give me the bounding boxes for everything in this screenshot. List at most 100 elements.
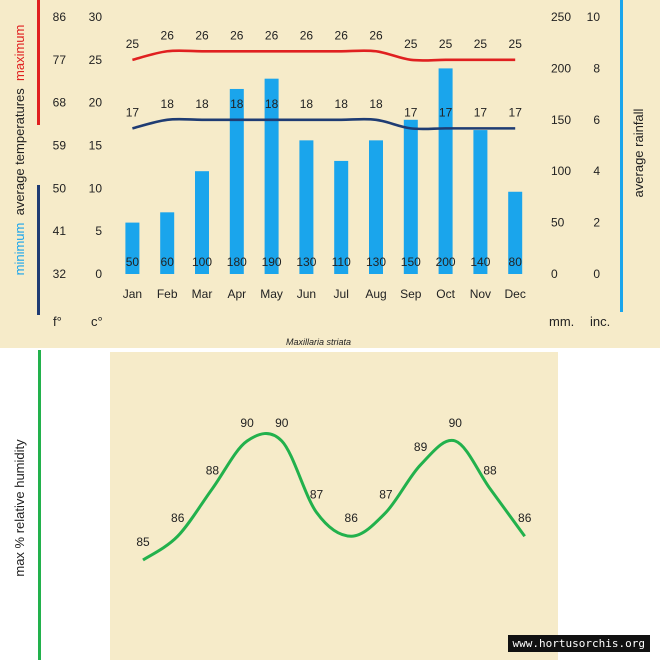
- humidity-value-label: 88: [206, 464, 220, 478]
- minimum-temperature-line: [132, 117, 516, 131]
- month-label: Jun: [297, 287, 316, 301]
- celsius-tick: 30: [89, 10, 103, 24]
- minimum-value-label: 18: [265, 97, 279, 111]
- humidity-value-label: 87: [310, 487, 324, 501]
- rainfall-bar: [438, 68, 453, 275]
- humidity-value-label: 87: [379, 487, 393, 501]
- inch-tick: 6: [593, 113, 600, 127]
- rainfall-bar: [160, 212, 175, 274]
- fahrenheit-tick: 86: [53, 10, 67, 24]
- humidity-line: [142, 432, 526, 562]
- minimum-value-label: 18: [195, 97, 209, 111]
- fahrenheit-tick: 68: [53, 96, 67, 110]
- celsius-unit-label: c°: [91, 314, 103, 329]
- month-label: Jan: [123, 287, 142, 301]
- mm-tick: 0: [551, 267, 558, 281]
- minimum-value-label: 17: [474, 105, 488, 119]
- humidity-value-label: 86: [345, 511, 359, 525]
- month-label: Aug: [365, 287, 386, 301]
- rainfall-bar: [508, 191, 523, 274]
- rainfall-value-label: 50: [126, 255, 140, 269]
- month-label: Mar: [192, 287, 213, 301]
- celsius-tick: 25: [89, 53, 103, 67]
- maximum-value-label: 26: [265, 28, 279, 42]
- rainfall-value-label: 140: [470, 255, 490, 269]
- maximum-value-label: 25: [404, 37, 418, 51]
- inch-tick: 8: [593, 61, 600, 75]
- mm-unit-label: mm.: [549, 314, 575, 329]
- rainfall-bar: [403, 119, 418, 274]
- maximum-value-label: 26: [230, 28, 244, 42]
- mm-tick: 250: [551, 10, 571, 24]
- species-caption: Maxillaria striata: [286, 337, 352, 347]
- mm-tick: 100: [551, 164, 571, 178]
- climate-chart: 3241505968778605101520253005010015020025…: [53, 10, 601, 301]
- rainfall-bar: [125, 222, 140, 274]
- mm-tick: 50: [551, 216, 565, 230]
- rainfall-indicator-bar: [620, 0, 623, 312]
- rainfall-value-label: 130: [296, 255, 316, 269]
- maximum-value-label: 25: [439, 37, 453, 51]
- minimum-value-label: 18: [161, 97, 175, 111]
- inch-unit-label: inc.: [590, 314, 611, 329]
- celsius-tick: 10: [89, 181, 103, 195]
- month-label: Jul: [334, 287, 349, 301]
- rainfall-bar: [369, 140, 383, 274]
- rainfall-bar: [229, 88, 244, 275]
- rainfall-bar: [299, 140, 314, 274]
- fahrenheit-tick: 41: [53, 224, 67, 238]
- humidity-value-label: 85: [136, 535, 150, 549]
- celsius-tick: 20: [89, 96, 103, 110]
- celsius-tick: 0: [95, 267, 102, 281]
- celsius-tick: 15: [89, 139, 103, 153]
- mm-tick: 150: [551, 113, 571, 127]
- minimum-value-label: 17: [439, 105, 453, 119]
- minimum-value-label: 18: [300, 97, 314, 111]
- humidity-value-label: 90: [240, 416, 254, 430]
- month-label: Apr: [227, 287, 246, 301]
- maximum-value-label: 25: [509, 37, 523, 51]
- minimum-value-label: 17: [404, 105, 418, 119]
- minimum-value-label: 18: [335, 97, 349, 111]
- fahrenheit-tick: 59: [53, 139, 67, 153]
- maximum-temperature-line: [132, 49, 516, 62]
- minimum-indicator-bar: [37, 185, 40, 315]
- month-label: Nov: [470, 287, 491, 301]
- month-label: Oct: [436, 287, 455, 301]
- maximum-value-label: 25: [474, 37, 488, 51]
- rainfall-value-label: 80: [509, 255, 523, 269]
- inch-tick: 0: [593, 267, 600, 281]
- celsius-tick: 5: [95, 224, 102, 238]
- fahrenheit-unit-label: f°: [53, 314, 62, 329]
- humidity-value-label: 90: [449, 416, 463, 430]
- rainfall-value-label: 100: [192, 255, 212, 269]
- month-label: Dec: [505, 287, 526, 301]
- humidity-value-label: 88: [483, 464, 497, 478]
- rainfall-value-label: 200: [436, 255, 456, 269]
- month-label: Feb: [157, 287, 178, 301]
- rainfall-bar: [334, 160, 349, 274]
- rainfall-value-label: 110: [332, 255, 351, 269]
- mm-tick: 200: [551, 61, 571, 75]
- inch-tick: 2: [593, 216, 600, 230]
- humidity-chart-panel: [110, 352, 558, 660]
- rainfall-value-label: 60: [161, 255, 175, 269]
- humidity-indicator-bar: [38, 350, 41, 660]
- fahrenheit-tick: 77: [53, 53, 67, 67]
- rainfall-bar: [195, 171, 209, 274]
- fahrenheit-tick: 50: [53, 181, 67, 195]
- humidity-value-label: 90: [275, 416, 289, 430]
- inch-tick: 10: [587, 10, 601, 24]
- minimum-value-label: 17: [509, 105, 523, 119]
- minimum-value-label: 18: [369, 97, 383, 111]
- maximum-value-label: 26: [195, 28, 209, 42]
- rainfall-value-label: 190: [262, 255, 282, 269]
- rainfall-bar: [473, 130, 488, 274]
- maximum-value-label: 26: [335, 28, 349, 42]
- maximum-value-label: 26: [161, 28, 175, 42]
- rainfall-value-label: 180: [227, 255, 247, 269]
- month-label: May: [260, 287, 283, 301]
- humidity-value-label: 86: [171, 511, 185, 525]
- site-watermark: www.hortusorchis.org: [507, 635, 650, 652]
